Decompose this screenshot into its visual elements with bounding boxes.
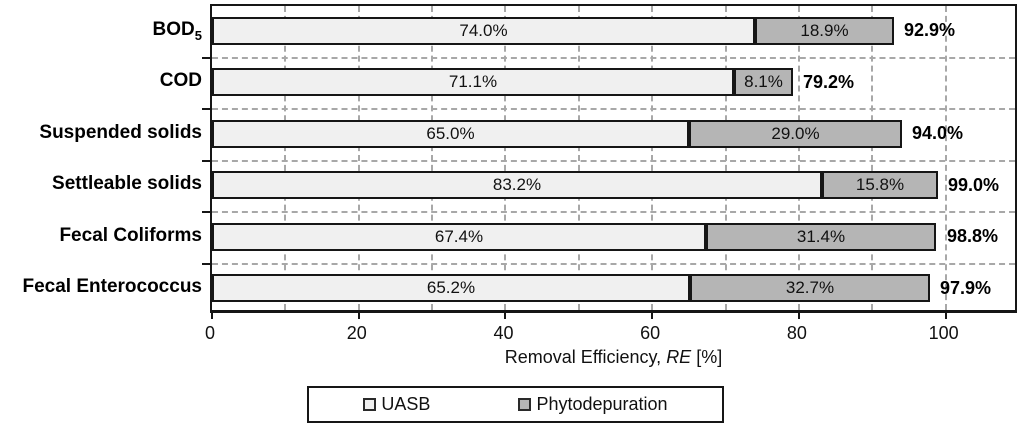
x-axis-tick-mark <box>944 313 947 319</box>
horizontal-gridline <box>212 262 1015 265</box>
bar-segment-value-label: 65.0% <box>426 123 475 143</box>
vertical-gridline <box>577 6 580 310</box>
y-axis-tick-mark <box>202 159 210 162</box>
phytodepuration-swatch-icon <box>518 398 532 411</box>
bar-total-label: 92.9% <box>904 20 956 41</box>
bar-segment-uasb: 65.0% <box>212 119 689 148</box>
x-axis-title-text: [%] <box>691 347 723 367</box>
category-label: Fecal Coliforms <box>59 224 202 246</box>
bar-segment-phytodepuration: 32.7% <box>690 274 930 303</box>
bar-segment-phytodepuration: 29.0% <box>689 119 902 148</box>
y-axis-tick-mark <box>202 56 210 59</box>
vertical-gridline <box>651 6 654 310</box>
bar-segment-value-label: 31.4% <box>796 226 846 246</box>
x-axis-tick-label: 20 <box>346 323 367 343</box>
legend-item-phytodepuration: Phytodepuration <box>518 394 668 415</box>
bar-segment-phytodepuration: 15.8% <box>822 171 938 200</box>
vertical-gridline <box>504 6 507 310</box>
category-label: Fecal Enterococcus <box>22 276 202 298</box>
bar-segment-value-label: 15.8% <box>855 175 905 195</box>
category-label: Settleable solids <box>52 173 202 195</box>
bar-segment-value-label: 67.4% <box>434 226 484 246</box>
y-axis-tick-mark <box>202 211 210 213</box>
x-axis-tick-mark <box>504 313 507 319</box>
horizontal-gridline <box>212 56 1015 59</box>
bar-total-label: 99.0% <box>948 174 1000 195</box>
vertical-gridline <box>944 6 947 310</box>
category-label: Suspended solids <box>39 121 202 143</box>
y-axis-tick-mark <box>202 262 210 265</box>
x-axis-tick-mark <box>211 313 213 319</box>
bar-segment-value-label: 18.9% <box>800 20 849 40</box>
bar-segment-value-label: 32.7% <box>785 278 835 298</box>
bar-segment-value-label: 8.1% <box>744 72 783 92</box>
bar-segment-uasb: 71.1% <box>212 68 734 97</box>
bar-segment-phytodepuration: 31.4% <box>706 222 936 251</box>
horizontal-gridline <box>212 159 1015 162</box>
x-axis-tick-label: 60 <box>640 323 661 343</box>
x-axis-title-symbol: RE <box>666 347 692 367</box>
vertical-gridline <box>431 6 434 310</box>
bar-segment-uasb: 65.2% <box>212 274 690 303</box>
x-axis-tick-mark <box>797 313 800 319</box>
x-axis-tick-mark <box>357 313 360 319</box>
uasb-swatch-icon <box>363 398 377 411</box>
bar-segment-uasb: 74.0% <box>212 16 755 45</box>
bar-segment-value-label: 83.2% <box>492 175 542 195</box>
bar-segment-value-label: 71.1% <box>448 72 498 92</box>
bar-segment-phytodepuration: 18.9% <box>755 16 894 45</box>
bar-segment-value-label: 74.0% <box>459 20 508 40</box>
bar-total-label: 79.2% <box>803 71 855 92</box>
bar-segment-uasb: 67.4% <box>212 222 706 251</box>
legend: UASB Phytodepuration <box>307 386 724 423</box>
x-axis-tick-label: 0 <box>204 323 216 343</box>
bar-total-label: 94.0% <box>912 123 964 144</box>
vertical-gridline <box>357 6 360 310</box>
x-axis-tick-label: 80 <box>786 323 807 343</box>
x-axis-tick-label: 40 <box>493 323 514 343</box>
bar-total-label: 97.9% <box>940 277 992 298</box>
y-axis-tick-mark <box>202 108 210 110</box>
vertical-gridline <box>871 6 874 310</box>
bar-segment-value-label: 65.2% <box>426 278 476 298</box>
legend-label-phytodepuration: Phytodepuration <box>536 394 668 414</box>
x-axis-tick-mark <box>651 313 654 319</box>
plot-area: 74.0% 18.9% 92.9% 71.1% 8.1% 79.2% 65.0% 29.0% 9… <box>202 4 1017 319</box>
horizontal-gridline <box>212 108 1015 110</box>
bar-segment-value-label: 29.0% <box>771 123 820 143</box>
vertical-gridline <box>724 6 727 310</box>
bar-segment-phytodepuration: 8.1% <box>734 68 793 97</box>
vertical-gridline <box>284 6 287 310</box>
category-label: COD <box>159 70 202 92</box>
horizontal-gridline <box>212 211 1015 213</box>
bar-segment-uasb: 83.2% <box>212 171 822 200</box>
x-axis-tick-label: 100 <box>928 323 959 343</box>
bar-total-label: 98.8% <box>947 226 999 247</box>
x-axis-title-text: Removal Efficiency, <box>504 347 667 367</box>
legend-item-uasb: UASB <box>363 394 430 415</box>
legend-label-uasb: UASB <box>381 394 431 414</box>
category-label: BOD5 <box>152 18 202 43</box>
vertical-gridline <box>797 6 800 310</box>
x-axis-title: Removal Efficiency, RE [%] <box>210 347 1017 368</box>
